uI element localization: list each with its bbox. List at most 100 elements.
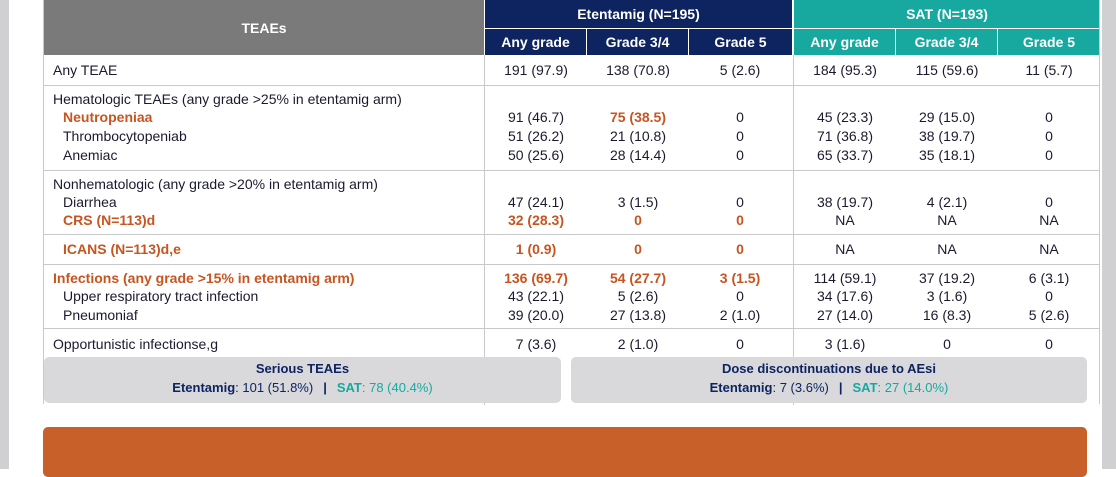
subheader-label: Grade 5: [1022, 34, 1076, 50]
subheader-et-any: Any grade: [485, 29, 586, 55]
row-label: Pneumoniaf: [63, 307, 138, 323]
left-scroll-edge: [0, 0, 9, 469]
etentamig-value: : 7 (3.6%): [772, 380, 829, 395]
cell: 6 (3.1): [1028, 270, 1070, 286]
row-label: Thrombocytopeniab: [63, 128, 187, 144]
sat-label: SAT: [336, 380, 362, 395]
cell: 3 (1.6): [824, 336, 866, 352]
cell: 0: [736, 288, 744, 304]
cell: NA: [1039, 241, 1059, 257]
subheader-et-g5: Grade 5: [689, 29, 792, 55]
etentamig-header: Etentamig (N=195): [485, 0, 792, 28]
cell: 0: [634, 241, 642, 257]
cell: 0: [943, 336, 951, 352]
table-row: [44, 235, 1100, 265]
section-title: Hematologic TEAEs (any grade >25% in ete…: [53, 91, 402, 107]
right-scroll-edge: [1102, 0, 1116, 469]
cell: 7 (3.6): [515, 336, 557, 352]
cell: 50 (25.6): [507, 147, 565, 163]
cell: 138 (70.8): [606, 62, 670, 78]
cell: 0: [736, 128, 744, 144]
cell: 0: [1045, 336, 1053, 352]
section-title: Nonhematologic (any grade >20% in etenta…: [53, 176, 378, 192]
cell: NA: [835, 241, 855, 257]
cell: 0: [1045, 194, 1053, 210]
subheader-label: Grade 5: [714, 34, 767, 50]
cell: 54 (27.7): [609, 270, 667, 286]
cell: 38 (19.7): [918, 128, 976, 144]
cell: 28 (14.4): [609, 147, 667, 163]
cell: 114 (59.1): [813, 270, 877, 286]
cell: 75 (38.5): [609, 109, 667, 125]
cell: NA: [835, 212, 855, 228]
sat-label: SAT: [852, 380, 878, 395]
cell: 0: [736, 147, 744, 163]
cell: 2 (1.0): [719, 307, 761, 323]
subheader-sat-any: Any grade: [794, 29, 895, 55]
serious-teaes-box: Serious TEAEs Etentamig: 101 (51.8%) | SAT…: [44, 357, 561, 403]
row-label: Neutropeniaa: [63, 109, 153, 125]
subheader-label: Grade 3/4: [605, 34, 670, 50]
cell: 39 (20.0): [507, 307, 565, 323]
cell: 43 (22.1): [507, 288, 565, 304]
box-title: Dose discontinuations due to AEsi: [721, 361, 937, 376]
teaes-header: TEAEs: [44, 0, 484, 55]
dose-discontinuations-box: Dose discontinuations due to AEsi Etenta…: [571, 357, 1087, 403]
cell: 3 (1.5): [719, 270, 761, 286]
cell: 3 (1.5): [617, 194, 659, 210]
cell: 2 (1.0): [617, 336, 659, 352]
orange-banner: [43, 427, 1087, 477]
cell: NA: [1039, 212, 1059, 228]
cell: 27 (13.8): [609, 307, 667, 323]
row-label: ICANS (N=113)d,e: [63, 241, 181, 257]
cell: 11 (5.7): [1025, 62, 1073, 78]
sat-header-label: SAT (N=193): [906, 6, 988, 22]
cell: 0: [736, 212, 744, 228]
box-summary: Etentamig: 101 (51.8%) | SAT: 78 (40.4%): [44, 380, 561, 395]
cell: 0: [1045, 147, 1053, 163]
table-row: [44, 265, 1100, 329]
cell: 21 (10.8): [609, 128, 667, 144]
cell: 0: [1045, 128, 1053, 144]
row-label: Any TEAE: [53, 62, 118, 78]
cell: 0: [736, 241, 744, 257]
cell: 115 (59.6): [915, 62, 979, 78]
cell: 3 (1.6): [926, 288, 968, 304]
cell: 32 (28.3): [507, 212, 565, 228]
subheader-sat-g5: Grade 5: [998, 29, 1100, 55]
subheader-label: Any grade: [501, 34, 570, 50]
cell: 47 (24.1): [507, 194, 565, 210]
cell: 5 (2.6): [719, 62, 761, 78]
cell: 29 (15.0): [918, 109, 976, 125]
column-divider: [484, 55, 485, 405]
cell: 0: [736, 194, 744, 210]
cell: 0: [736, 109, 744, 125]
cell: 37 (19.2): [918, 270, 976, 286]
table-row: [44, 86, 1100, 171]
section-title: Infections (any grade >15% in etentamig …: [53, 270, 355, 286]
cell: 38 (19.7): [816, 194, 874, 210]
cell: 45 (23.3): [816, 109, 874, 125]
etentamig-label: Etentamig: [172, 380, 236, 395]
cell: 0: [736, 336, 744, 352]
box-title: Serious TEAEs: [255, 361, 350, 376]
subheader-label: Any grade: [810, 34, 879, 50]
etentamig-header-label: Etentamig (N=195): [577, 6, 700, 22]
sat-value: : 78 (40.4%): [361, 380, 433, 395]
table-row: [44, 171, 1100, 235]
sat-header: SAT (N=193): [794, 0, 1100, 28]
cell: 71 (36.8): [816, 128, 874, 144]
cell: 51 (26.2): [507, 128, 565, 144]
subheader-sat-g34: Grade 3/4: [896, 29, 997, 55]
cell: 136 (69.7): [504, 270, 568, 286]
box-summary: Etentamig: 7 (3.6%) | SAT: 27 (14.0%): [571, 380, 1087, 395]
row-label: Diarrhea: [63, 194, 117, 210]
row-label: Anemiac: [63, 147, 118, 163]
cell: 0: [1045, 288, 1053, 304]
cell: 5 (2.6): [617, 288, 659, 304]
etentamig-label: Etentamig: [709, 380, 773, 395]
cell: NA: [937, 212, 957, 228]
cell: NA: [937, 241, 957, 257]
row-label: Upper respiratory tract infection: [63, 288, 259, 304]
subheader-et-g34: Grade 3/4: [587, 29, 688, 55]
